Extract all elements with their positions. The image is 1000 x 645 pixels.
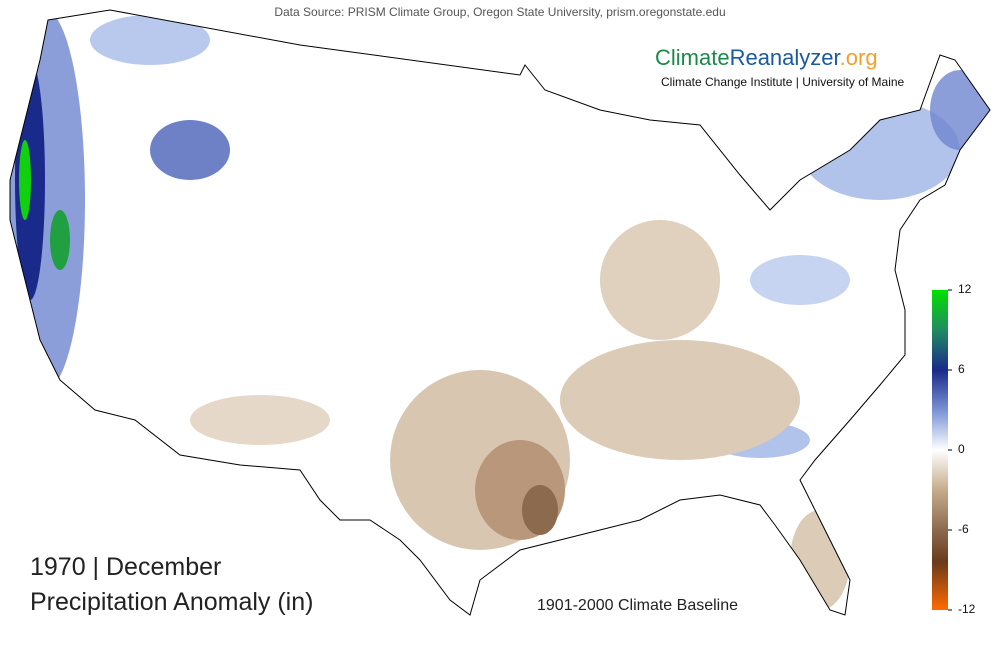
logo-subtitle: Climate Change Institute | University of… (661, 75, 905, 89)
logo-part: .org (840, 45, 878, 70)
logo-part: Reanalyzer (730, 45, 841, 70)
us-map (9, 9, 991, 616)
colorbar-tick-label: 0 (958, 442, 965, 456)
logo: ClimateReanalyzer.org (655, 45, 878, 70)
colorbar-tick-label: -6 (958, 522, 969, 536)
anomaly-field (10, 10, 990, 610)
colorbar-tick-label: 12 (958, 282, 972, 296)
colorbar-tick-label: -12 (958, 602, 976, 616)
colorbar-tick-label: 6 (958, 362, 965, 376)
colorbar (932, 290, 948, 610)
data-source: Data Source: PRISM Climate Group, Oregon… (274, 5, 725, 19)
map-subtitle: Precipitation Anomaly (in) (30, 588, 313, 616)
logo-part: Climate (655, 45, 730, 70)
colorbar-ticks: 12 6 0 -6 -12 (948, 282, 976, 616)
baseline-note: 1901-2000 Climate Baseline (537, 597, 738, 614)
map-title: 1970 | December (30, 553, 221, 581)
